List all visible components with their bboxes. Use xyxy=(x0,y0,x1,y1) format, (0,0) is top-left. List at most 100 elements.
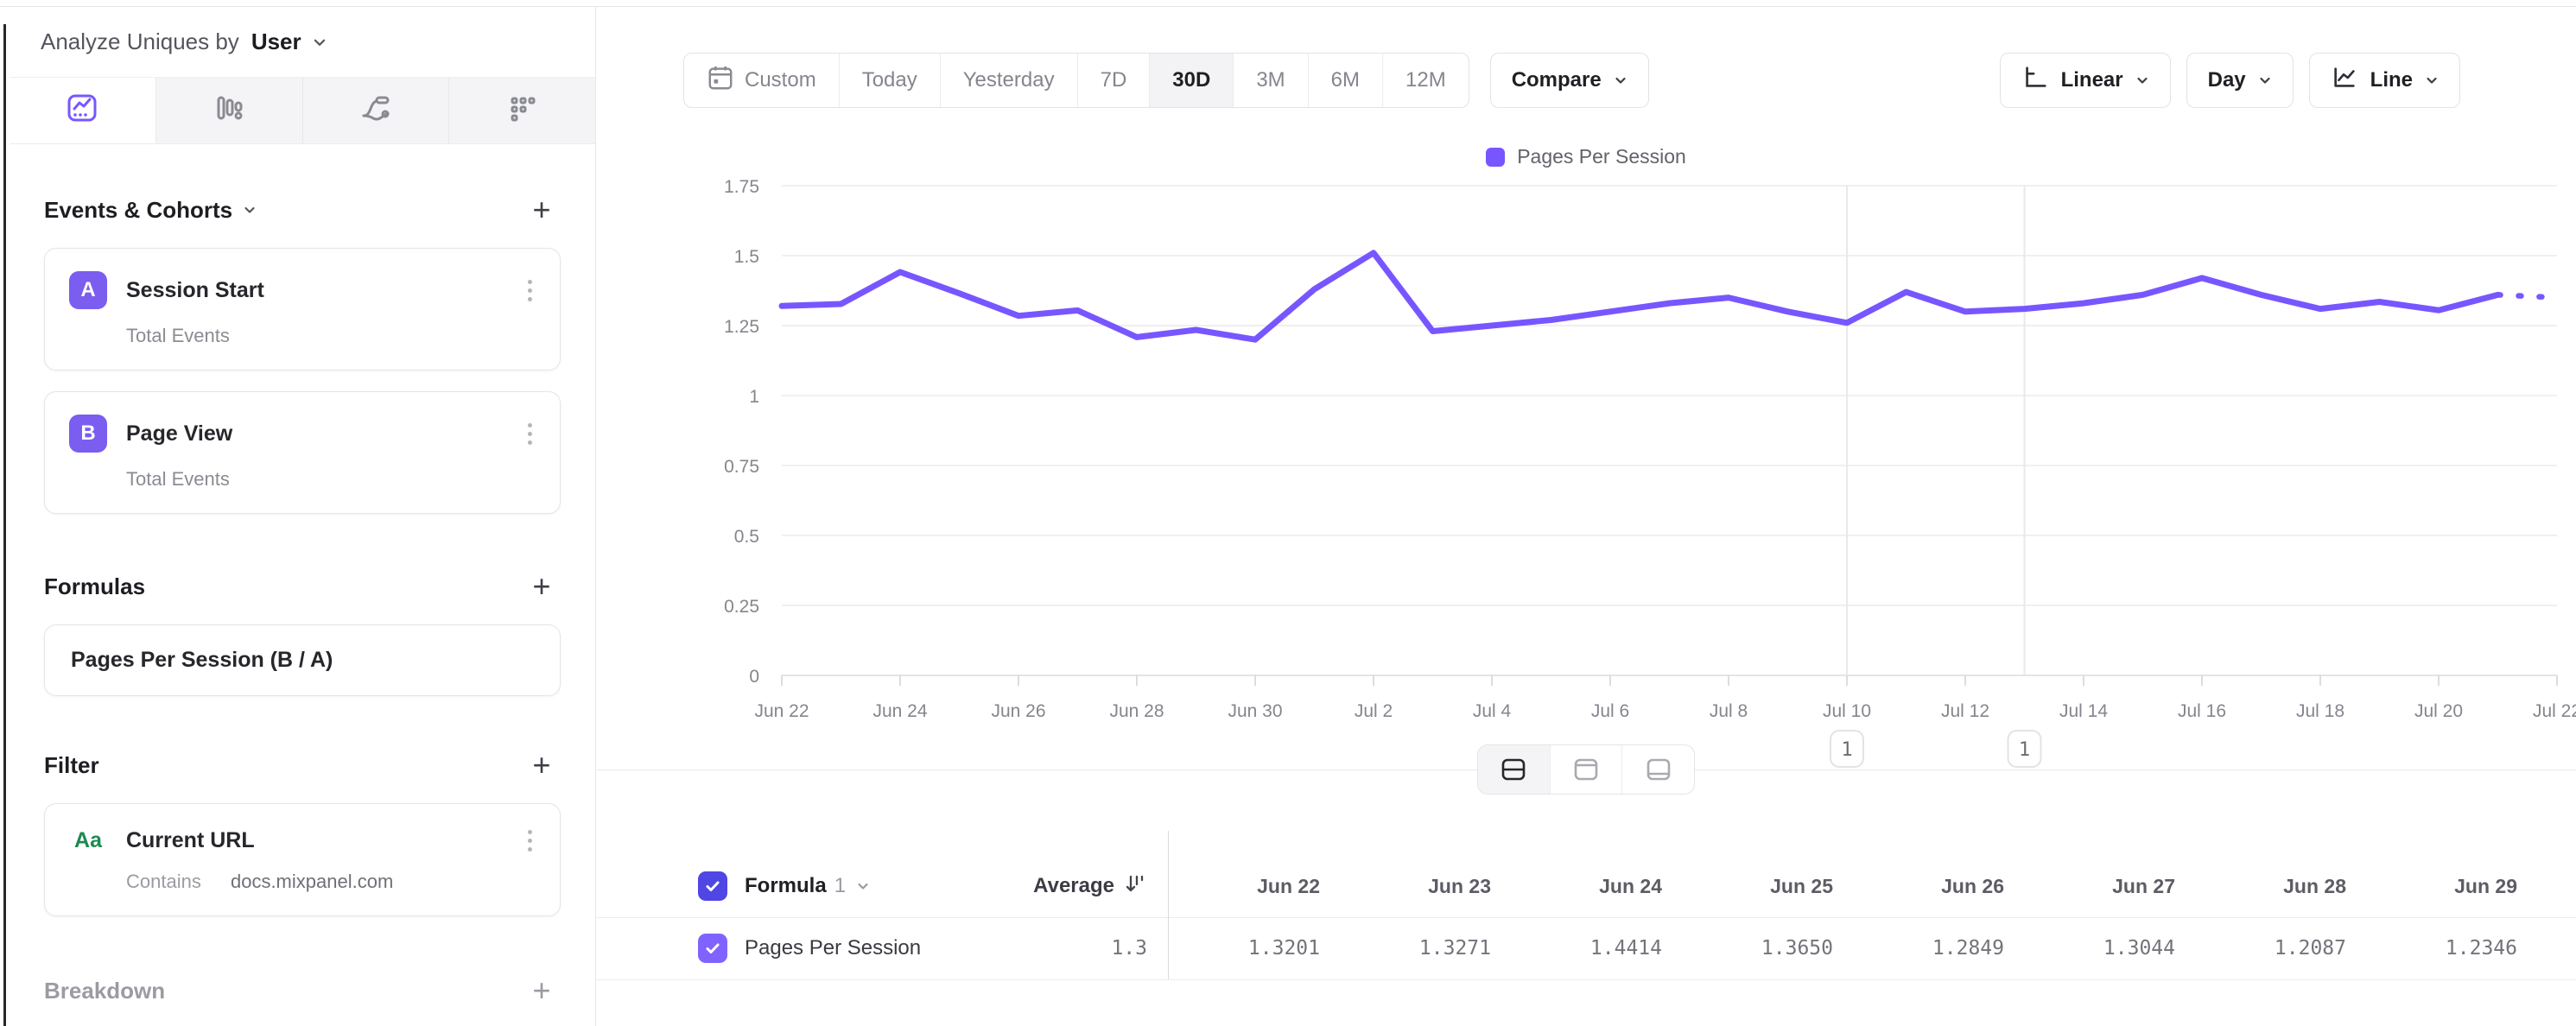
x-axis-tick-label: Jul 14 xyxy=(2059,701,2108,721)
string-property-icon: Aa xyxy=(74,828,102,852)
event-name[interactable]: Session Start xyxy=(126,277,264,302)
breakdown-section-header: Breakdown + xyxy=(44,973,561,1008)
series-line xyxy=(778,250,2501,343)
analyze-entity-dropdown[interactable]: User xyxy=(251,28,301,54)
x-axis-tick-label: Jun 28 xyxy=(1109,701,1164,721)
formula-card[interactable]: Pages Per Session (B / A) xyxy=(44,624,561,696)
kebab-menu-icon[interactable] xyxy=(523,276,537,305)
event-name[interactable]: Page View xyxy=(126,421,233,446)
y-axis-tick-label: 0.25 xyxy=(724,597,759,617)
x-axis-tick-label: Jun 26 xyxy=(991,701,1045,721)
date-column-header[interactable]: Jun 27 xyxy=(2112,874,2175,897)
line-chart[interactable]: 0 0.25 0.5 0.75 1 1.25 1.5 1.75 Jun 22 Jun 24 Jun … xyxy=(596,121,2576,795)
chevron-down-icon[interactable] xyxy=(856,879,870,893)
add-filter-button[interactable]: + xyxy=(532,747,551,782)
add-breakdown-button[interactable]: + xyxy=(532,972,551,1008)
range-yesterday[interactable]: Yesterday xyxy=(941,54,1078,107)
table-only-view-button[interactable] xyxy=(1622,745,1694,794)
analyze-bar: Analyze Uniques by User xyxy=(10,7,595,78)
retention-tab[interactable] xyxy=(449,78,595,143)
range-today[interactable]: Today xyxy=(840,54,941,107)
formulas-section-title: Formulas xyxy=(44,573,146,599)
events-section-title[interactable]: Events & Cohorts xyxy=(44,197,257,224)
formula-expression[interactable]: Pages Per Session (B / A) xyxy=(71,648,333,672)
query-builder-sidebar: Analyze Uniques by User Events & Cohorts… xyxy=(10,7,596,1026)
funnels-tab[interactable] xyxy=(156,78,303,143)
retention-icon xyxy=(505,92,540,130)
range-6m[interactable]: 6M xyxy=(1309,54,1383,107)
filter-value[interactable]: docs.mixpanel.com xyxy=(230,871,394,892)
annotation-badge[interactable]: 1 xyxy=(1830,730,1864,768)
range-custom[interactable]: Custom xyxy=(684,54,840,107)
series-line-incomplete xyxy=(2495,292,2560,301)
y-axis-tick-label: 1 xyxy=(749,387,759,407)
flows-icon xyxy=(358,92,393,130)
date-range-toolbar: Custom Today Yesterday 7D 30D 3M 6M 12M Compare xyxy=(683,53,1649,108)
cell-value: 1.3650 xyxy=(1761,937,1833,960)
x-axis-tick-label: Jul 6 xyxy=(1591,701,1629,721)
cell-value: 1.2087 xyxy=(2274,937,2346,960)
flows-tab[interactable] xyxy=(303,78,450,143)
date-column-header[interactable]: Jun 25 xyxy=(1770,874,1833,897)
chart-only-view-button[interactable] xyxy=(1551,745,1623,794)
legend-label: Pages Per Session xyxy=(1517,145,1686,168)
date-column-header[interactable]: Jun 28 xyxy=(2283,874,2346,897)
kebab-menu-icon[interactable] xyxy=(523,826,537,855)
date-column-header[interactable]: Jun 29 xyxy=(2454,874,2517,897)
select-all-checkbox[interactable] xyxy=(698,871,727,901)
annotation-badge[interactable]: 1 xyxy=(2007,730,2042,768)
x-axis-tick-label: Jul 8 xyxy=(1710,701,1748,721)
chart-type-button[interactable]: Line xyxy=(2308,53,2460,108)
sort-descending-icon[interactable] xyxy=(1123,872,1147,901)
kebab-menu-icon[interactable] xyxy=(523,420,537,448)
event-card-session-start[interactable]: A Session Start Total Events xyxy=(44,248,561,370)
chart-legend[interactable]: Pages Per Session xyxy=(596,145,2576,168)
cell-value: 1.2346 xyxy=(2445,937,2517,960)
insights-tab[interactable] xyxy=(10,78,156,143)
date-column-header[interactable]: Jun 23 xyxy=(1428,874,1491,897)
split-view-button[interactable] xyxy=(1478,745,1551,794)
table-data-row[interactable]: Pages Per Session 1.3 1.3201 1.3271 1.4414… xyxy=(596,917,2576,979)
chevron-down-icon xyxy=(2425,73,2439,87)
cell-value: 1.3271 xyxy=(1418,937,1491,960)
chevron-down-icon xyxy=(2258,73,2272,87)
row-checkbox[interactable] xyxy=(698,934,727,963)
event-card-page-view[interactable]: B Page View Total Events xyxy=(44,391,561,514)
range-12m[interactable]: 12M xyxy=(1405,68,1446,92)
filter-operator[interactable]: Contains xyxy=(126,871,201,892)
table-column-divider xyxy=(1168,831,1169,979)
chevron-down-icon xyxy=(1614,73,1627,87)
chevron-down-icon xyxy=(2135,73,2149,87)
range-30d[interactable]: 30D xyxy=(1150,54,1234,107)
granularity-button[interactable]: Day xyxy=(2186,53,2294,108)
line-chart-icon xyxy=(2331,64,2358,98)
cell-value: 1.3044 xyxy=(2103,937,2175,960)
average-column-label[interactable]: Average xyxy=(1033,874,1114,897)
report-type-tabs xyxy=(10,78,595,144)
y-axis-tick-label: 0.5 xyxy=(734,527,759,547)
formula-column-label[interactable]: Formula xyxy=(745,874,827,897)
date-column-header[interactable]: Jun 22 xyxy=(1257,874,1320,897)
table-row-separator xyxy=(596,917,2576,918)
y-axis-tick-label: 0 xyxy=(749,667,759,687)
range-3m[interactable]: 3M xyxy=(1234,54,1309,107)
x-axis-tick-label: Jul 20 xyxy=(2414,701,2463,721)
chevron-down-icon xyxy=(243,203,257,217)
event-badge-b: B xyxy=(69,415,107,453)
event-measure[interactable]: Total Events xyxy=(126,325,230,346)
event-badge-a: A xyxy=(69,271,107,309)
range-7d[interactable]: 7D xyxy=(1078,54,1151,107)
filter-property-name[interactable]: Current URL xyxy=(126,828,255,852)
y-axis-tick-label: 1.25 xyxy=(724,317,759,337)
cell-value: 1.4414 xyxy=(1589,937,1662,960)
table-row-separator xyxy=(596,979,2576,980)
compare-button[interactable]: Compare xyxy=(1489,53,1649,108)
add-event-button[interactable]: + xyxy=(532,192,551,227)
axis-scale-button[interactable]: Linear xyxy=(1999,53,2171,108)
date-column-header[interactable]: Jun 24 xyxy=(1599,874,1662,897)
x-axis-tick-label: Jul 18 xyxy=(2296,701,2344,721)
event-measure[interactable]: Total Events xyxy=(126,468,230,490)
date-column-header[interactable]: Jun 26 xyxy=(1941,874,2004,897)
filter-card[interactable]: Aa Current URL Contains docs.mixpanel.co… xyxy=(44,803,561,916)
add-formula-button[interactable]: + xyxy=(532,568,551,604)
